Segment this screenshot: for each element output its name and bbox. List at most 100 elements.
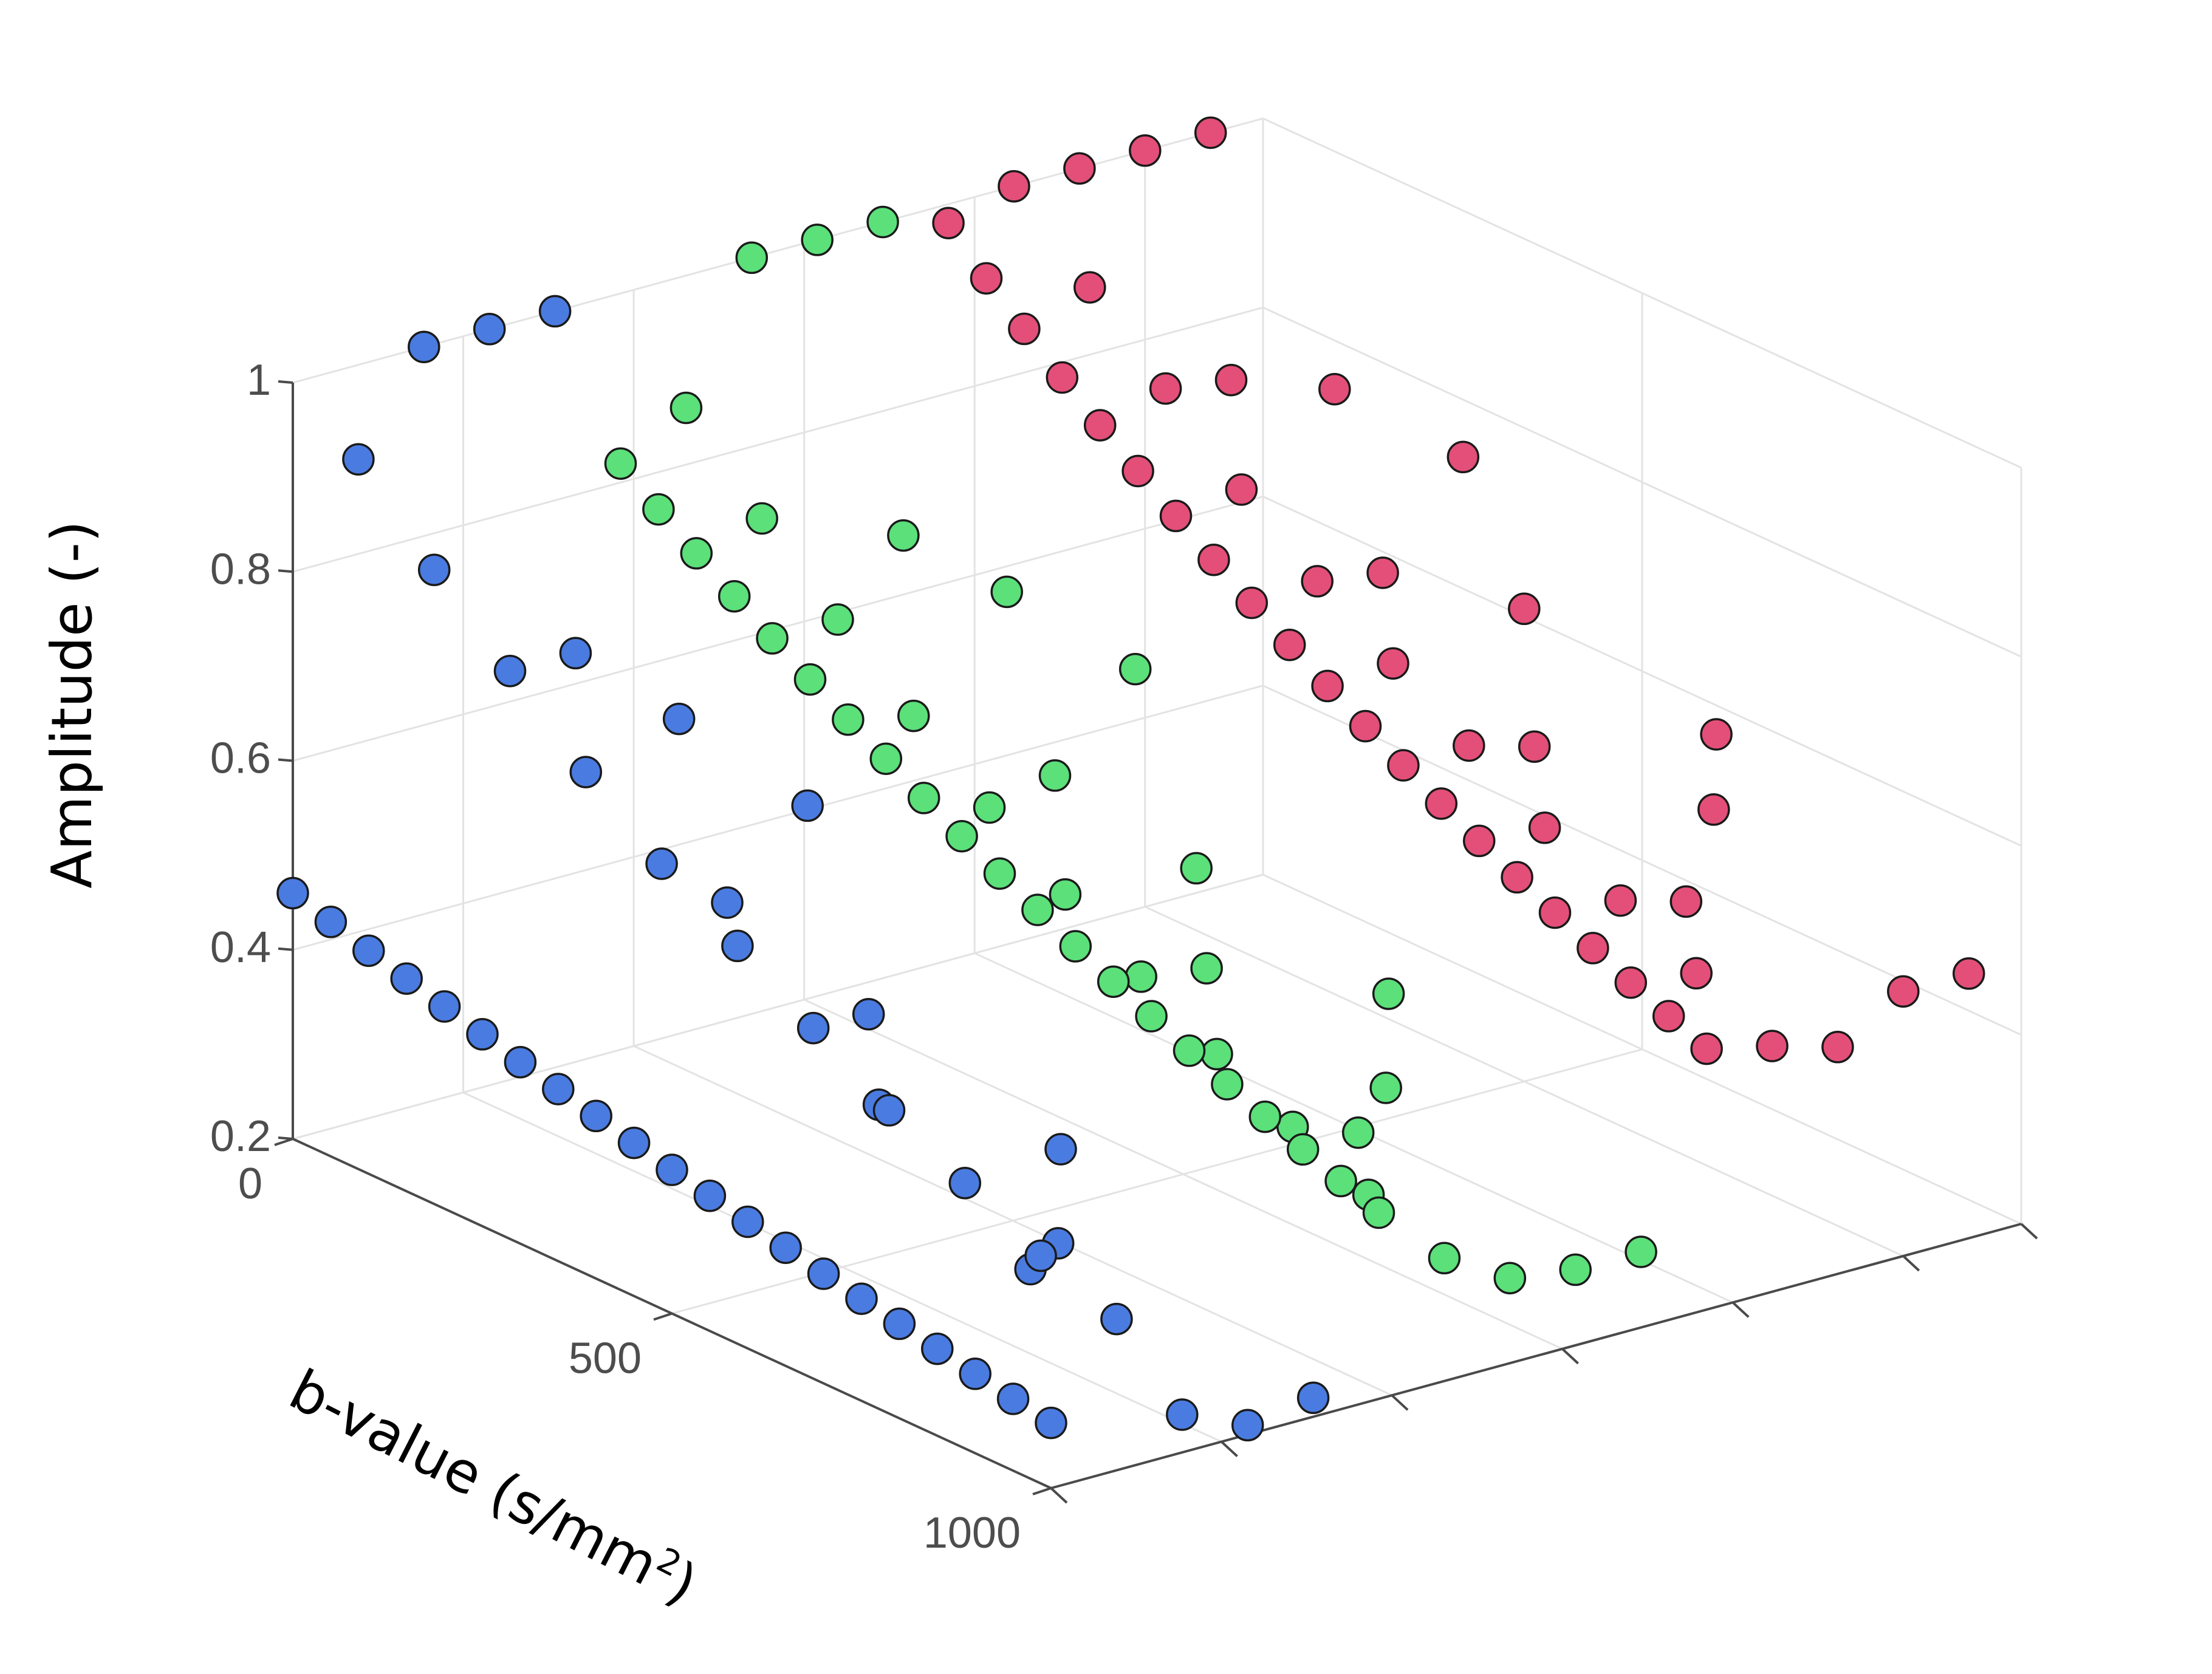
data-point	[1559, 1253, 1592, 1286]
tick-layer: 0.2 0.4 0.6 0.8 1 0 500 1000	[210, 356, 2038, 1557]
data-point	[832, 703, 865, 736]
data-point	[793, 663, 827, 696]
data-point	[645, 847, 678, 880]
data-point	[1447, 440, 1480, 474]
data-point	[1100, 1302, 1133, 1336]
data-point	[1024, 1239, 1057, 1273]
data-point	[680, 537, 713, 570]
data-point	[1286, 1133, 1320, 1166]
slot-tick-mark	[1902, 1255, 1920, 1272]
data-point	[1690, 1032, 1723, 1065]
data-point	[1952, 957, 1985, 990]
amplitude-tick-mark	[278, 758, 293, 762]
data-point	[731, 1205, 764, 1238]
axis-layer	[292, 383, 2022, 1489]
data-point	[1021, 893, 1054, 926]
data-point	[1887, 975, 1920, 1008]
data-point	[866, 205, 899, 239]
data-point	[948, 1166, 982, 1200]
data-point	[1528, 811, 1561, 844]
data-point	[801, 224, 834, 256]
data-point	[504, 1045, 537, 1079]
data-point	[1453, 729, 1485, 762]
data-point	[1669, 885, 1703, 918]
data-point	[1362, 1196, 1395, 1229]
amplitude-tick-label: 0.4	[210, 923, 271, 972]
data-point	[1652, 1000, 1685, 1033]
data-point	[1341, 1116, 1375, 1149]
data-point	[973, 791, 1006, 824]
data-point	[276, 876, 309, 910]
data-point	[408, 330, 440, 363]
data-point	[1035, 1406, 1067, 1440]
floor-gridline	[292, 873, 1264, 1140]
b-value-tick-mark	[274, 1138, 293, 1146]
data-point	[1387, 749, 1420, 782]
data-point	[1301, 565, 1334, 598]
data-point	[428, 990, 461, 1023]
data-point	[1614, 966, 1648, 999]
data-point	[769, 1231, 802, 1264]
data-point	[921, 1332, 954, 1365]
data-point	[669, 391, 703, 425]
data-point	[1697, 793, 1730, 826]
data-point	[1318, 372, 1351, 406]
data-point	[642, 493, 675, 526]
data-point	[1059, 930, 1092, 963]
slot-tick-mark	[1221, 1441, 1238, 1458]
data-point	[1604, 884, 1637, 917]
data-point	[493, 654, 527, 688]
data-point	[1190, 952, 1223, 985]
data-point	[717, 579, 751, 613]
data-point	[869, 742, 903, 775]
data-point	[1038, 759, 1072, 792]
data-point	[1425, 787, 1458, 820]
data-point	[390, 962, 423, 995]
data-point	[945, 819, 978, 853]
data-point	[711, 886, 744, 919]
data-point	[807, 1257, 840, 1290]
data-point	[569, 756, 603, 788]
data-point	[897, 699, 930, 733]
data-point	[662, 702, 696, 736]
floor-gridline	[804, 999, 1563, 1350]
data-point	[1083, 409, 1117, 442]
data-point	[352, 934, 385, 967]
amplitude-axis-title: Amplitude (-)	[39, 521, 104, 889]
data-point	[580, 1099, 612, 1133]
data-point	[693, 1179, 727, 1212]
data-point	[990, 575, 1023, 609]
amplitude-tick-label: 0.8	[210, 545, 271, 593]
data-point	[1680, 957, 1713, 990]
data-point	[735, 241, 769, 275]
data-point	[1046, 361, 1079, 394]
data-point	[970, 262, 1003, 295]
amplitude-tick-label: 1	[247, 356, 271, 405]
data-point	[1756, 1030, 1789, 1062]
data-point	[1366, 556, 1399, 589]
amplitude-tick-mark	[278, 947, 293, 951]
back-wall-gridline	[292, 306, 1264, 573]
back-wall-gridline	[292, 685, 1264, 951]
data-point	[617, 1126, 651, 1160]
floor-gridline	[1145, 906, 1904, 1257]
slot-tick-mark	[1561, 1348, 1580, 1365]
data-point	[796, 1011, 830, 1045]
data-point	[1369, 1071, 1402, 1104]
data-point	[1377, 647, 1409, 680]
data-point	[542, 1073, 575, 1105]
data-point	[1349, 709, 1382, 743]
data-point	[1501, 861, 1533, 894]
data-point	[1462, 824, 1496, 858]
data-point	[845, 1282, 878, 1315]
data-point	[1296, 1381, 1330, 1415]
amplitude-tick-mark	[278, 569, 293, 573]
data-point	[604, 447, 637, 480]
data-point	[1173, 1034, 1206, 1067]
amplitude-tick-label: 0.6	[210, 734, 271, 783]
data-point	[872, 1094, 906, 1127]
b-value-axis-title-main: b-value (s/mm	[279, 1357, 668, 1598]
b-value-tick-mark	[1032, 1487, 1052, 1495]
data-point	[887, 519, 920, 552]
